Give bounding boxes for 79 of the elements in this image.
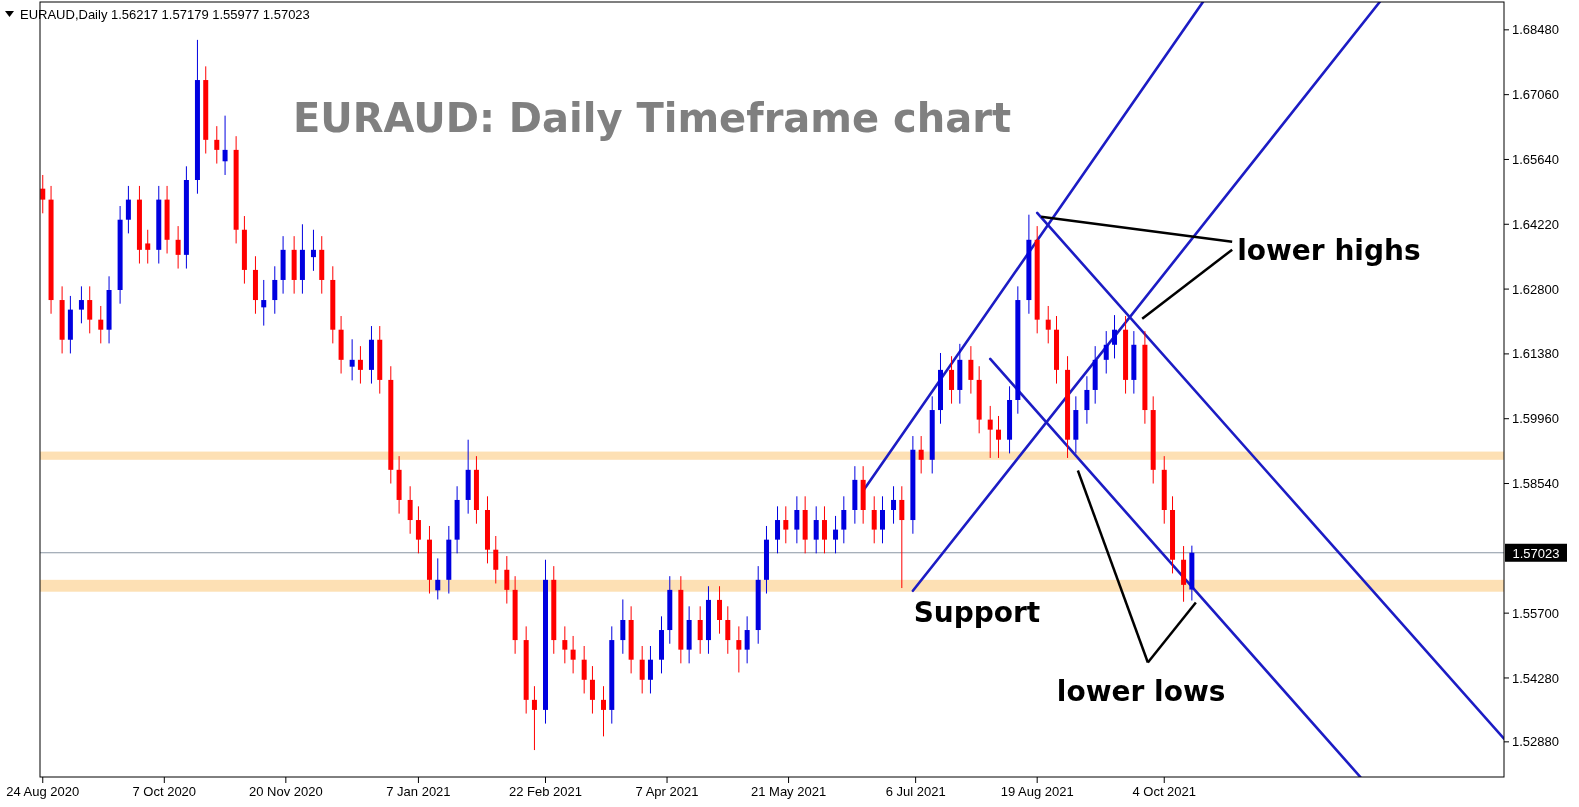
candlestick: [794, 495, 800, 544]
candlestick: [891, 485, 897, 525]
candlestick: [272, 265, 278, 315]
candlestick: [987, 405, 993, 459]
y-tick-label: 1.52880: [1512, 734, 1559, 750]
x-tick-label: 4 Oct 2021: [1132, 784, 1197, 799]
candlestick: [415, 505, 421, 554]
x-tick-label: 19 Aug 2021: [1000, 784, 1074, 799]
candlestick: [899, 485, 905, 589]
candlestick: [175, 225, 181, 270]
y-tick-label: 1.61380: [1512, 346, 1559, 362]
annotation: lower lows: [1056, 674, 1226, 708]
candlestick: [639, 645, 645, 694]
candlestick: [1112, 314, 1118, 359]
y-tick-label: 1.68480: [1512, 22, 1559, 38]
candlestick: [918, 435, 924, 474]
candlestick: [1045, 305, 1051, 344]
candlestick: [697, 605, 703, 655]
candlestick: [504, 555, 510, 605]
candlestick: [435, 557, 441, 600]
candlestick: [775, 505, 781, 554]
y-tick-label: 1.54280: [1512, 670, 1559, 686]
candlestick: [78, 285, 84, 324]
candlestick: [562, 625, 568, 664]
candlestick: [736, 625, 742, 673]
ref-line-label: 1.57023: [1512, 545, 1560, 561]
x-tick-label: 7 Apr 2021: [635, 784, 699, 799]
candlestick: [717, 585, 723, 635]
candlestick: [949, 355, 955, 405]
candlestick: [783, 505, 789, 544]
x-tick-label: 7 Jan 2021: [386, 784, 451, 799]
candlestick: [725, 605, 731, 655]
y-tick-label: 1.67060: [1512, 87, 1559, 103]
candlestick: [125, 185, 131, 234]
y-tick-label: 1.65640: [1512, 152, 1559, 168]
x-tick-label: 21 May 2021: [750, 784, 827, 799]
candlestick: [357, 345, 363, 385]
candlestick: [968, 345, 974, 395]
candlestick: [841, 495, 847, 544]
candlestick: [222, 115, 228, 176]
y-tick-label: 1.55700: [1512, 605, 1559, 621]
candlestick: [407, 485, 413, 535]
candlestick: [647, 645, 653, 694]
x-tick-label: 7 Oct 2020: [132, 784, 197, 799]
candlestick: [1103, 330, 1109, 375]
x-tick-label: 22 Feb 2021: [508, 784, 582, 799]
candlestick: [531, 685, 537, 751]
candlestick: [620, 598, 626, 655]
candlestick: [493, 535, 499, 584]
candlestick: [589, 665, 595, 715]
text: EURAUD: Daily Timeframe chart: [292, 95, 1012, 141]
candlestick: [98, 305, 104, 344]
y-tick-label: 1.58540: [1512, 476, 1559, 492]
candlestick: [821, 505, 827, 554]
candlestick: [310, 229, 316, 272]
candlestick: [744, 615, 750, 664]
candlestick: [570, 635, 576, 674]
candlestick: [601, 685, 606, 737]
chart-subtitle: EURAUD,Daily 1.56217 1.57179 1.55977 1.57023: [20, 7, 310, 22]
band-label: Support: [913, 595, 1041, 629]
candlestick: [87, 285, 93, 334]
y-tick-label: 1.64220: [1512, 216, 1559, 232]
annotation: lower highs: [1237, 233, 1421, 267]
candlestick: [1084, 375, 1090, 425]
x-tick-label: 6 Jul 2021: [885, 784, 946, 799]
candlestick: [214, 125, 220, 165]
candlestick: [996, 415, 1002, 459]
y-tick-label: 1.59960: [1512, 411, 1559, 427]
candlestick: [581, 645, 587, 694]
x-tick-label: 24 Aug 2020: [6, 784, 80, 799]
y-tick-label: 1.62800: [1512, 281, 1559, 297]
x-tick-label: 20 Nov 2020: [248, 784, 323, 799]
candlestick: [833, 515, 839, 554]
candlestick: [871, 495, 877, 544]
candlestick: [813, 505, 819, 554]
candlestick: [879, 495, 885, 544]
candlestick: [349, 338, 355, 381]
candlestick: [145, 229, 151, 265]
candlestick: [261, 279, 267, 327]
